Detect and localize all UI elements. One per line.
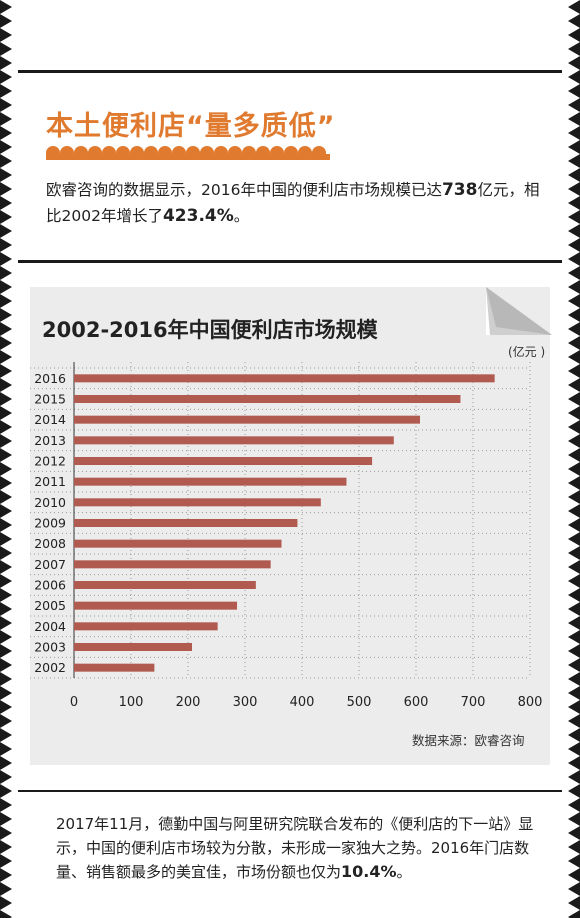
category-label-2003: 2003 [34,640,66,655]
intro-text-b: 亿元，相比2002年增长了 [46,181,540,225]
x-tick-label: 400 [290,695,315,710]
scallop-bump [200,146,214,160]
bar-2003 [74,643,192,651]
scallop-bump [158,146,172,160]
scallop-bump [46,146,60,160]
chart-unit-label: (亿元 ) [508,345,546,359]
category-label-2013: 2013 [34,433,66,448]
x-tick-label: 300 [233,695,258,710]
chart-source: 数据来源：欧睿咨询 [412,733,525,748]
scallop-bump [256,146,270,160]
category-label-2009: 2009 [34,516,66,531]
category-label-2016: 2016 [34,371,66,386]
x-tick-label: 0 [70,695,78,710]
bar-2014 [74,415,420,424]
bar-2004 [74,622,218,631]
bottom-text-b: 。 [396,863,412,881]
intro-value-growth: 423.4% [162,206,234,226]
category-label-2004: 2004 [34,619,66,634]
category-label-2010: 2010 [34,495,66,510]
scallop-bump [116,146,130,160]
x-tick-label: 500 [347,695,372,710]
bar-2002 [74,663,155,672]
intro-text-c: 。 [233,207,250,225]
intro-value-738: 738 [441,180,478,200]
right-zigzag-border [568,0,580,918]
scallop-bump [298,146,312,160]
bottom-paragraph: 2017年11月，德勤中国与阿里研究院联合发布的《便利店的下一站》显示，中国的便… [56,812,536,884]
intro-text-a: 欧睿咨询的数据显示，2016年中国的便利店市场规模已达 [46,181,442,199]
x-tick-label: 200 [176,695,201,710]
category-label-2007: 2007 [34,557,66,572]
x-tick-label: 800 [518,695,543,710]
x-tick-label: 700 [461,695,486,710]
chart-title: 2002-2016年中国便利店市场规模 [42,318,378,342]
bar-2005 [74,601,238,610]
scallop-bump [74,146,88,160]
category-label-2015: 2015 [34,392,66,407]
scallop-bump [172,146,186,160]
bar-2006 [74,581,256,589]
category-label-2014: 2014 [34,412,66,427]
bar-2009 [74,519,298,527]
category-label-2002: 2002 [34,660,66,675]
bar-2012 [74,457,373,465]
bar-2015 [74,395,461,403]
top-divider [18,70,562,73]
scallop-bump [214,146,228,160]
bar-2011 [74,477,347,486]
category-label-2005: 2005 [34,598,66,613]
left-zigzag-border [0,0,12,918]
bar-2016 [74,374,495,383]
scallop-bump [312,146,326,160]
scallop-bump [60,146,74,160]
bottom-value-share: 10.4% [341,862,397,881]
scallop-bump [130,146,144,160]
x-tick-label: 100 [119,695,144,710]
middle-divider [18,260,562,263]
scallop-bump [284,146,298,160]
category-label-2011: 2011 [34,474,66,489]
scallop-bump [242,146,256,160]
bottom-divider [18,790,562,792]
page-fold-corner [486,287,552,335]
bar-2008 [74,539,282,548]
category-label-2006: 2006 [34,578,66,593]
scallop-bump [270,146,284,160]
scallop-bump [186,146,200,160]
bar-2013 [74,436,394,445]
bar-2007 [74,560,271,569]
section-heading: 本土便利店“量多质低” [46,111,336,142]
category-label-2012: 2012 [34,454,66,469]
x-tick-label: 600 [404,695,429,710]
scallop-bump [102,146,116,160]
intro-paragraph: 欧睿咨询的数据显示，2016年中国的便利店市场规模已达738亿元，相比2002年… [46,177,546,229]
bar-2010 [74,498,321,507]
bottom-text-a: 2017年11月，德勤中国与阿里研究院联合发布的《便利店的下一站》显示，中国的便… [56,815,534,881]
category-label-2008: 2008 [34,536,66,551]
heading-scallop-underline [46,146,330,160]
scallop-bump [144,146,158,160]
scallop-bump [228,146,242,160]
scallop-bump [88,146,102,160]
